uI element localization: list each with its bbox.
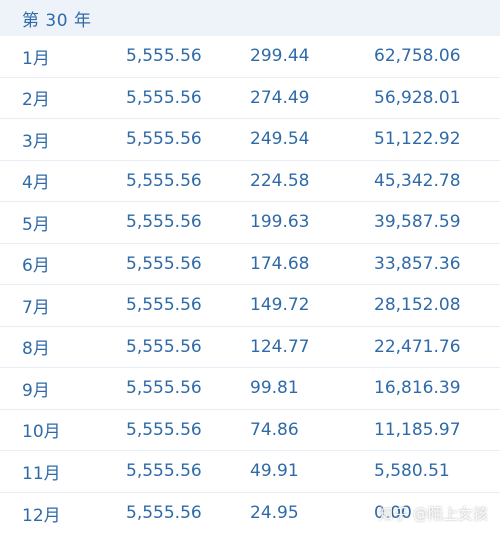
- month-cell: 3月: [22, 131, 50, 152]
- month-cell: 8月: [22, 339, 50, 360]
- table-row: 7月 5,555.56 149.72 28,152.08: [0, 285, 500, 327]
- payment-cell: 5,555.56: [126, 503, 202, 524]
- balance-cell: 45,342.78: [374, 170, 461, 191]
- payment-cell: 5,555.56: [126, 253, 202, 274]
- balance-cell: 56,928.01: [374, 87, 461, 108]
- interest-cell: 24.95: [250, 503, 299, 524]
- payment-cell: 5,555.56: [126, 295, 202, 316]
- month-cell: 9月: [22, 380, 50, 401]
- payment-cell: 5,555.56: [126, 129, 202, 150]
- interest-cell: 249.54: [250, 129, 310, 150]
- payment-cell: 5,555.56: [126, 419, 202, 440]
- balance-cell: 5,580.51: [374, 461, 450, 482]
- month-cell: 2月: [22, 90, 50, 111]
- month-cell: 7月: [22, 297, 50, 318]
- balance-cell: 0.00: [374, 503, 412, 524]
- table-row: 9月 5,555.56 99.81 16,816.39: [0, 368, 500, 410]
- table-row: 6月 5,555.56 174.68 33,857.36: [0, 244, 500, 285]
- payment-cell: 5,555.56: [126, 461, 202, 482]
- interest-cell: 274.49: [250, 87, 310, 108]
- month-cell: 1月: [22, 48, 50, 69]
- interest-cell: 99.81: [250, 378, 299, 399]
- interest-cell: 199.63: [250, 212, 310, 233]
- month-cell: 11月: [22, 463, 61, 484]
- interest-cell: 49.91: [250, 461, 299, 482]
- interest-cell: 74.86: [250, 419, 299, 440]
- table-row: 10月 5,555.56 74.86 11,185.97: [0, 410, 500, 451]
- table-row: 8月 5,555.56 124.77 22,471.76: [0, 327, 500, 368]
- balance-cell: 39,587.59: [374, 212, 461, 233]
- balance-cell: 16,816.39: [374, 378, 461, 399]
- year-title: 第 30 年: [22, 10, 92, 31]
- table-row: 11月 5,555.56 49.91 5,580.51: [0, 451, 500, 493]
- payment-cell: 5,555.56: [126, 336, 202, 357]
- year-header: 第 30 年: [0, 0, 500, 36]
- payment-cell: 5,555.56: [126, 87, 202, 108]
- payment-cell: 5,555.56: [126, 170, 202, 191]
- repayment-table: 1月 5,555.56 299.44 62,758.06 2月 5,555.56…: [0, 36, 500, 534]
- interest-cell: 299.44: [250, 46, 310, 67]
- balance-cell: 11,185.97: [374, 419, 461, 440]
- balance-cell: 22,471.76: [374, 336, 461, 357]
- table-row: 5月 5,555.56 199.63 39,587.59: [0, 202, 500, 244]
- month-cell: 4月: [22, 173, 50, 194]
- interest-cell: 149.72: [250, 295, 310, 316]
- table-row: 2月 5,555.56 274.49 56,928.01: [0, 78, 500, 119]
- month-cell: 10月: [22, 422, 61, 443]
- interest-cell: 124.77: [250, 336, 310, 357]
- table-row: 3月 5,555.56 249.54 51,122.92: [0, 119, 500, 161]
- payment-cell: 5,555.56: [126, 212, 202, 233]
- balance-cell: 33,857.36: [374, 253, 461, 274]
- table-row: 4月 5,555.56 224.58 45,342.78: [0, 161, 500, 202]
- payment-cell: 5,555.56: [126, 378, 202, 399]
- balance-cell: 51,122.92: [374, 129, 461, 150]
- interest-cell: 224.58: [250, 170, 310, 191]
- month-cell: 5月: [22, 214, 50, 235]
- table-row: 12月 5,555.56 24.95 0.00: [0, 493, 500, 534]
- interest-cell: 174.68: [250, 253, 310, 274]
- payment-cell: 5,555.56: [126, 46, 202, 67]
- balance-cell: 28,152.08: [374, 295, 461, 316]
- month-cell: 12月: [22, 505, 61, 526]
- table-row: 1月 5,555.56 299.44 62,758.06: [0, 36, 500, 78]
- balance-cell: 62,758.06: [374, 46, 461, 67]
- month-cell: 6月: [22, 256, 50, 277]
